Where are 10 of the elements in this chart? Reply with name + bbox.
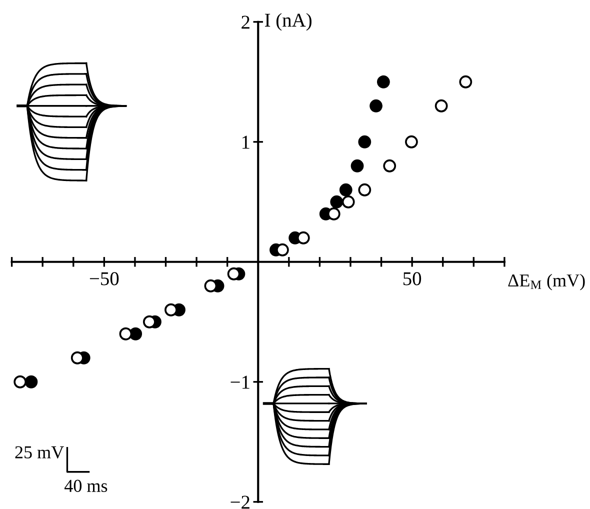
x-tick-label: −50 — [90, 272, 119, 286]
y-tick-label: 1 — [242, 136, 250, 149]
y-tick-label: 2 — [242, 16, 250, 29]
y-tick-label: −1 — [230, 376, 250, 389]
annotation: 25 mV — [15, 446, 64, 458]
x-axis-title: ΔE$_{M}$ (mV) — [508, 274, 585, 290]
y-tick-label: −2 — [230, 496, 250, 509]
x-tick-label: 50 — [403, 272, 422, 286]
y-axis-title: I (nA) — [264, 13, 312, 31]
annotation: 40 ms — [64, 480, 108, 492]
